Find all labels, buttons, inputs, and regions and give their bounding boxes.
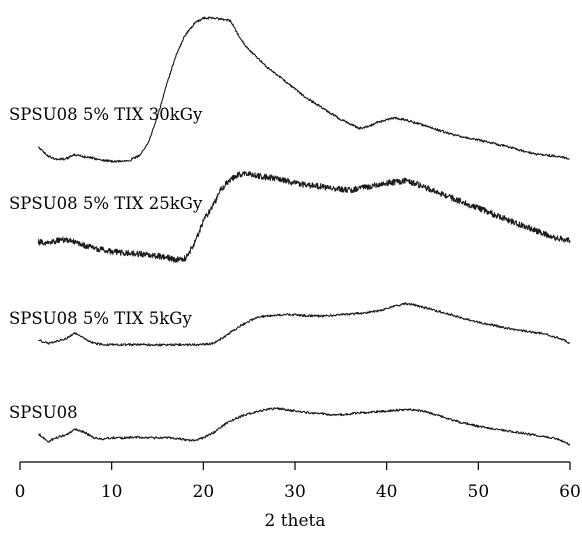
x-tick-label: 40 — [376, 482, 398, 502]
x-tick-label: 10 — [101, 482, 123, 502]
x-axis-ticks: 0 10 20 30 40 50 60 — [15, 462, 581, 502]
x-axis-title: 2 theta — [264, 511, 325, 531]
x-tick-label: 30 — [284, 482, 306, 502]
x-tick-label: 0 — [15, 482, 26, 502]
series-line-1 — [37, 16, 570, 163]
series-label-4: SPSU08 — [9, 403, 78, 422]
series-line-4 — [38, 406, 571, 446]
series-label-3: SPSU08 5% TIX 5kGy — [9, 309, 192, 328]
x-tick-label: 50 — [468, 482, 490, 502]
series-label-1: SPSU08 5% TIX 30kGy — [9, 105, 203, 124]
series-line-3 — [38, 302, 571, 347]
trace-layer — [37, 16, 571, 446]
series-line-2 — [37, 170, 571, 263]
series-label-layer: SPSU08 5% TIX 30kGy SPSU08 5% TIX 25kGy SP… — [9, 105, 203, 422]
series-label-2: SPSU08 5% TIX 25kGy — [9, 194, 203, 213]
x-tick-label: 20 — [193, 482, 215, 502]
x-tick-label: 60 — [559, 482, 581, 502]
